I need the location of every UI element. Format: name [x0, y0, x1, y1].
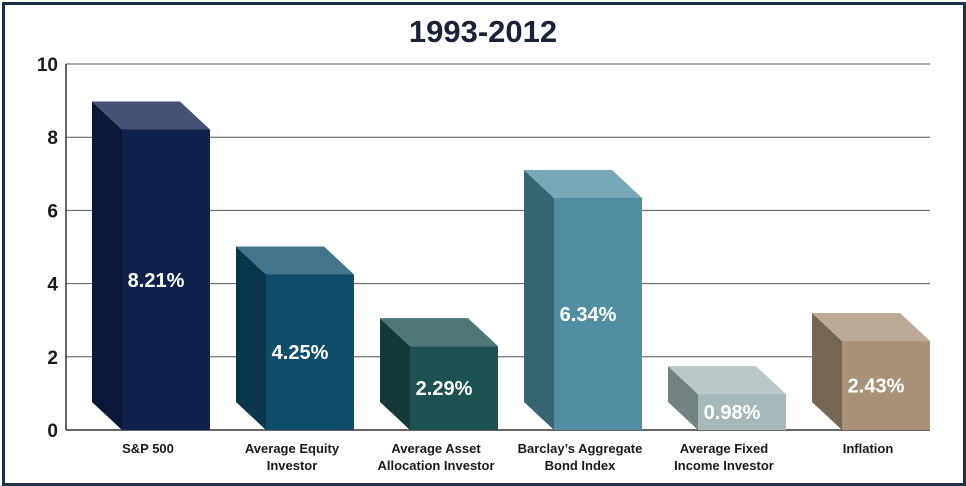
bar — [266, 274, 354, 430]
bar-top — [524, 169, 642, 198]
data-label: 0.98% — [704, 402, 761, 424]
x-tick-label: Income Investor — [674, 458, 774, 473]
bar-side — [524, 169, 554, 430]
y-tick-label: 6 — [47, 201, 58, 222]
x-tick-label: Barclay’s Aggregate — [518, 441, 643, 456]
x-tick-label: Inflation — [843, 441, 894, 456]
x-tick-label: S&P 500 — [122, 441, 174, 456]
bar-side — [812, 313, 842, 430]
bar-side — [668, 366, 698, 430]
bar-side — [92, 101, 122, 430]
data-label: 8.21% — [128, 270, 185, 292]
bar-top — [812, 313, 930, 342]
bar — [698, 394, 786, 430]
x-tick-label: Bond Index — [545, 458, 617, 473]
x-tick-label: Investor — [267, 458, 318, 473]
y-tick-label: 8 — [47, 128, 58, 149]
y-tick-label: 10 — [37, 55, 58, 76]
data-label: 4.25% — [272, 342, 329, 364]
bar-top — [92, 101, 210, 130]
data-label: 6.34% — [560, 304, 617, 326]
bar-top — [236, 246, 354, 275]
bar — [122, 129, 210, 431]
bar-side — [380, 318, 410, 430]
bar-top — [668, 366, 786, 395]
bar-side — [236, 246, 266, 430]
data-label: 2.29% — [416, 378, 473, 400]
y-tick-label: 2 — [47, 348, 58, 369]
bar — [554, 197, 642, 430]
x-tick-label: Average Equity — [245, 441, 340, 456]
data-label: 2.43% — [848, 376, 905, 398]
x-tick-label: Average Fixed — [680, 441, 768, 456]
y-tick-label: 0 — [47, 421, 58, 442]
chart-title: 1993-2012 — [408, 14, 558, 49]
x-tick-label: Allocation Investor — [377, 458, 494, 473]
bar — [410, 346, 498, 430]
bar-top — [380, 318, 498, 347]
bar — [842, 341, 930, 430]
x-tick-label: Average Asset — [391, 441, 481, 456]
y-tick-label: 4 — [47, 275, 58, 296]
